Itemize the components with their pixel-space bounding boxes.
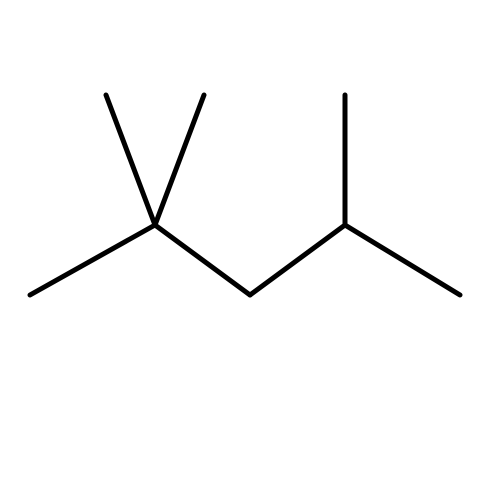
bond-a4-a5 [345, 225, 460, 295]
bond-a1-a2 [30, 225, 155, 295]
molecule-diagram [0, 0, 500, 500]
bond-a2-m2 [155, 95, 204, 225]
bond-a2-m1 [106, 95, 155, 225]
bond-a2-a3 [155, 225, 250, 295]
bond-a3-a4 [250, 225, 345, 295]
bond-group [30, 95, 460, 295]
